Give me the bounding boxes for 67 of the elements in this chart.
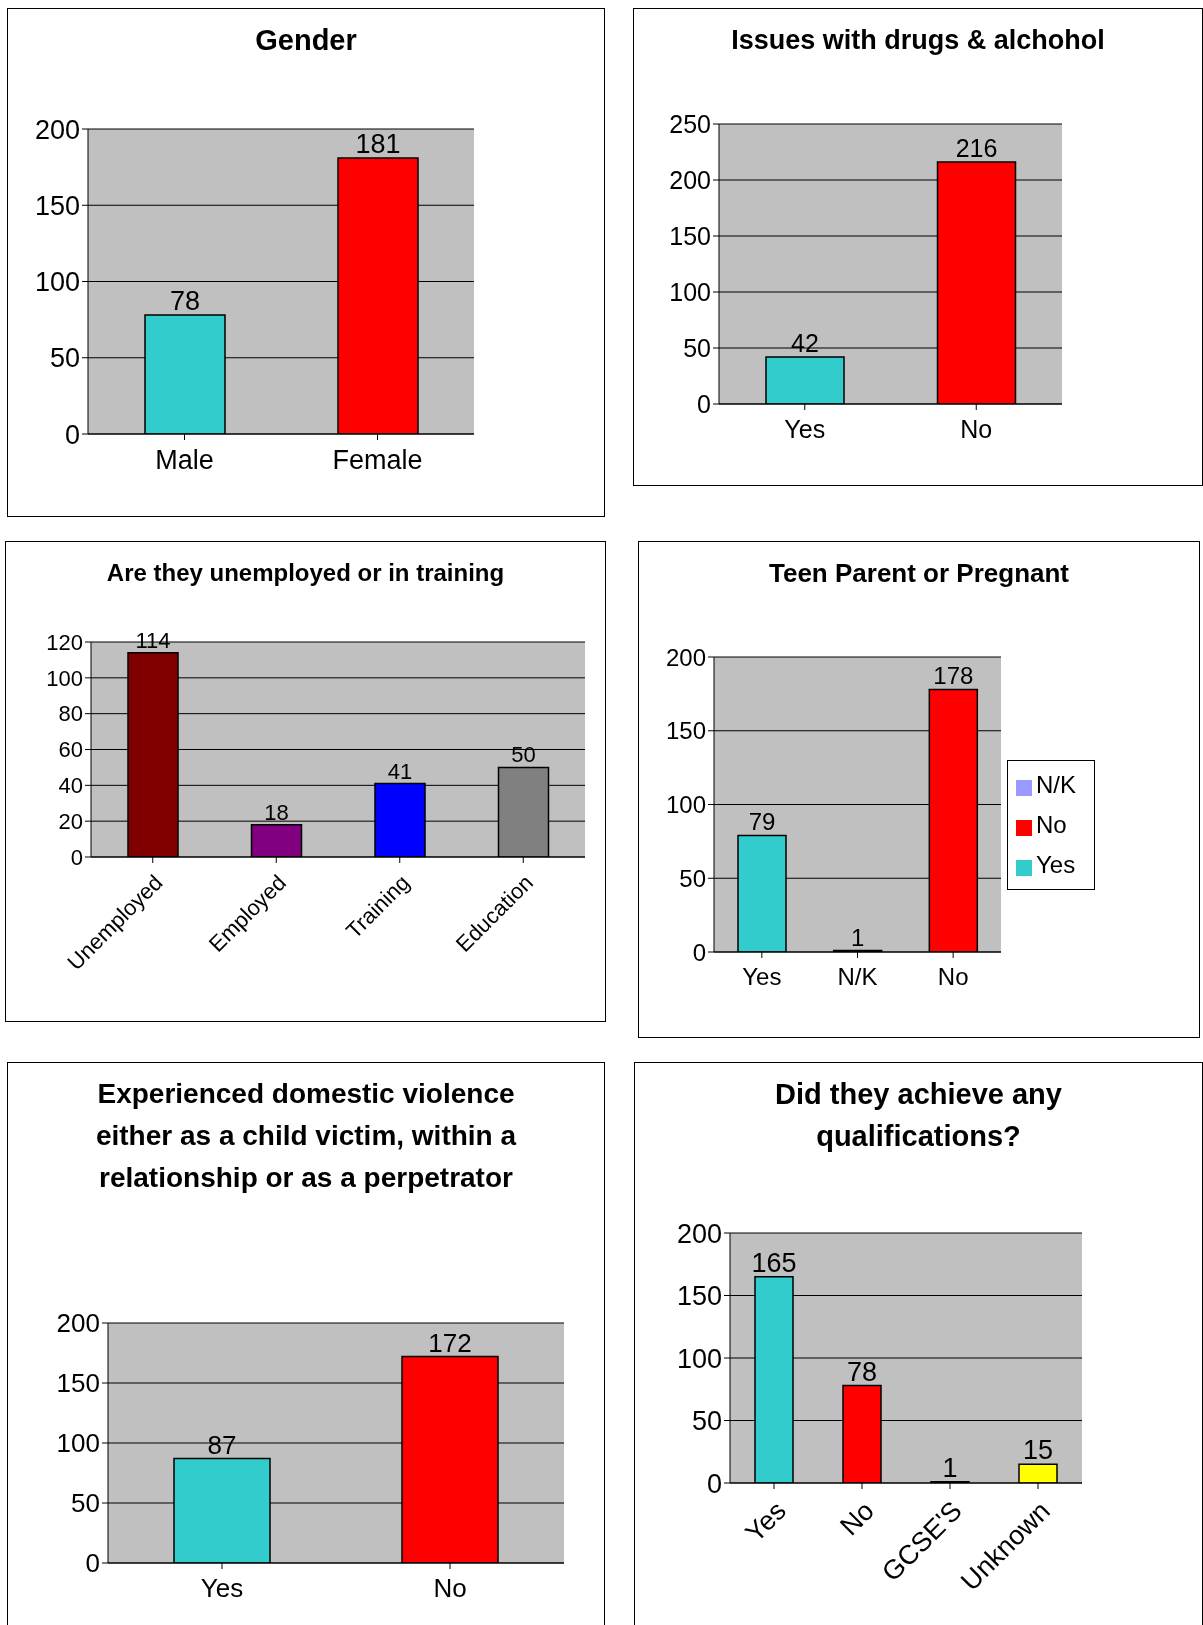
y-tick-label: 250 <box>669 109 711 138</box>
y-tick-label: 150 <box>665 717 706 745</box>
x-tick-label: Female <box>332 445 423 476</box>
y-tick-label: 0 <box>85 1548 100 1579</box>
y-tick-label: 20 <box>58 808 83 834</box>
y-tick-label: 0 <box>706 1468 722 1499</box>
x-tick-label: No <box>937 963 969 991</box>
data-label: 42 <box>791 328 819 357</box>
y-tick-label: 40 <box>58 773 83 799</box>
y-tick-label: 200 <box>56 1308 100 1339</box>
y-tick-label: 200 <box>676 1218 722 1249</box>
y-tick-label: 120 <box>46 629 83 655</box>
y-tick-label: 100 <box>56 1428 100 1459</box>
y-tick-label: 50 <box>691 1406 722 1437</box>
data-label: 50 <box>511 742 536 768</box>
x-tick-label: Male <box>155 445 214 476</box>
y-tick-label: 50 <box>679 864 706 892</box>
data-label: 87 <box>207 1429 237 1460</box>
legend-label: Yes <box>1035 850 1076 878</box>
y-tick-label: 0 <box>692 938 706 966</box>
y-tick-label: 60 <box>58 737 83 763</box>
data-label: 41 <box>387 758 413 784</box>
y-tick-label: 80 <box>58 701 83 727</box>
data-label: 78 <box>846 1356 878 1387</box>
x-tick-label: No <box>433 1573 467 1604</box>
chart-title: Are they unemployed or in training <box>105 558 506 588</box>
y-tick-label: 0 <box>64 419 80 450</box>
y-tick-label: 0 <box>697 389 711 418</box>
y-tick-label: 50 <box>71 1488 100 1519</box>
data-label: 15 <box>1022 1435 1054 1466</box>
x-tick-label: N/K <box>837 963 878 991</box>
data-label: 18 <box>264 799 289 825</box>
y-tick-label: 50 <box>683 333 711 362</box>
y-tick-label: 150 <box>34 190 80 221</box>
x-tick-label: No <box>834 1495 880 1542</box>
x-tick-label: Yes <box>739 1495 792 1548</box>
data-label: 178 <box>933 662 974 690</box>
y-tick-label: 150 <box>56 1368 100 1399</box>
y-tick-label: 150 <box>676 1281 722 1312</box>
y-tick-label: 200 <box>34 114 80 145</box>
y-tick-label: 100 <box>676 1343 722 1374</box>
data-label: 79 <box>748 808 776 836</box>
data-label: 78 <box>169 286 201 317</box>
y-tick-label: 100 <box>669 277 711 306</box>
data-label: 216 <box>955 134 998 163</box>
chart-title: Experienced domestic violence either as a child victim, within a relationship or as a perpetrator <box>94 1077 518 1195</box>
y-tick-label: 150 <box>669 221 711 250</box>
legend-label: No <box>1035 810 1067 838</box>
chart-title: Issues with drugs & alchohol <box>730 24 1106 57</box>
y-tick-label: 200 <box>669 165 711 194</box>
y-tick-label: 100 <box>46 665 83 691</box>
legend-label: N/K <box>1035 770 1076 798</box>
y-tick-label: 100 <box>34 267 80 298</box>
y-tick-label: 0 <box>70 844 83 870</box>
data-label: 1 <box>942 1452 958 1483</box>
x-tick-label: Yes <box>742 963 782 991</box>
data-label: 181 <box>355 128 401 159</box>
data-label: 172 <box>428 1327 472 1358</box>
chart-title: Teen Parent or Pregnant <box>768 557 1070 590</box>
chart-title: Gender <box>254 23 358 58</box>
y-tick-label: 100 <box>665 791 706 819</box>
data-label: 165 <box>751 1247 797 1278</box>
x-tick-label: Yes <box>200 1573 244 1604</box>
data-label: 1 <box>850 923 865 951</box>
y-tick-label: 200 <box>665 643 706 671</box>
y-tick-label: 50 <box>49 343 80 374</box>
chart-title: Did they achieve any qualifications? <box>774 1077 1063 1154</box>
